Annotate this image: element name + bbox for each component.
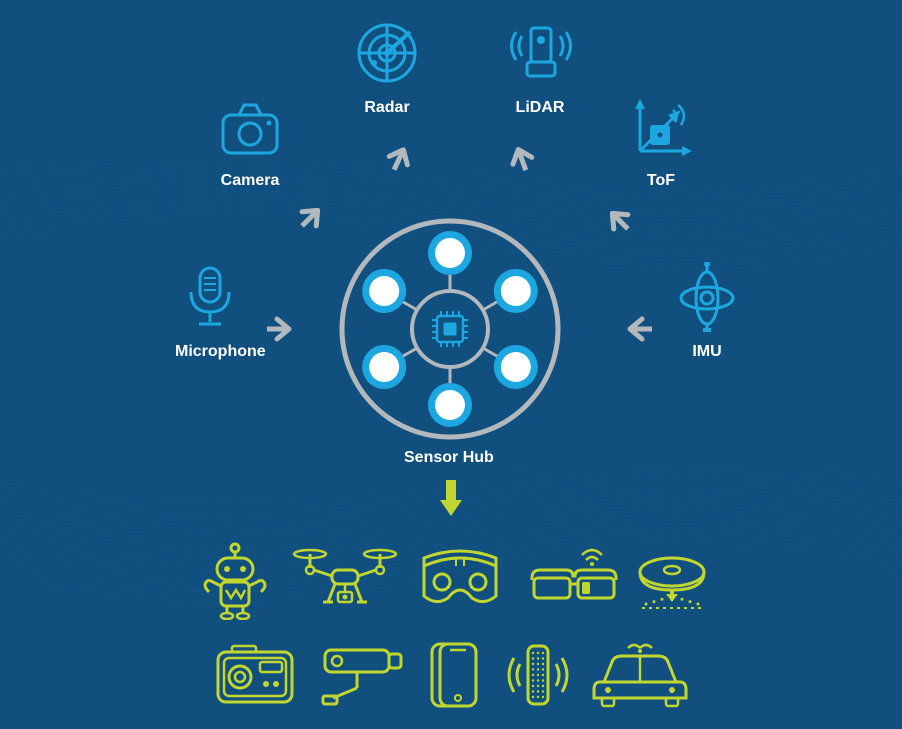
arrow-icon [263, 308, 297, 345]
security-camera-icon [315, 697, 410, 714]
imu-icon [672, 319, 742, 336]
sensor-lidar: LiDAR [505, 18, 575, 117]
sensor-label: ToF [626, 172, 696, 190]
app-smart-glasses [526, 540, 621, 625]
output-arrow-icon [438, 478, 464, 523]
smartphone-icon [426, 697, 486, 714]
tof-icon [626, 148, 696, 165]
sensor-label: Camera [215, 172, 285, 190]
app-drone [290, 540, 400, 625]
app-car [590, 640, 690, 715]
app-robot-vacuum [632, 540, 712, 625]
vr-headset-icon [410, 607, 510, 624]
smart-speaker-icon [498, 697, 578, 714]
robot-icon [195, 607, 275, 624]
car-icon [590, 697, 690, 714]
app-smart-speaker [498, 640, 578, 715]
lidar-icon [505, 75, 575, 92]
sensor-label: LiDAR [505, 99, 575, 117]
app-smartphone [426, 640, 486, 715]
action-camera-icon [210, 697, 300, 714]
sensor-label: IMU [672, 343, 742, 361]
arrow-icon [592, 196, 642, 246]
robot-vacuum-icon [632, 607, 712, 624]
sensor-label: Microphone [175, 343, 245, 361]
arrow-icon [496, 136, 542, 181]
microphone-icon [175, 319, 245, 336]
app-vr-headset [410, 540, 510, 625]
sensor-label: Radar [352, 99, 422, 117]
arrow-icon [622, 313, 656, 350]
app-security-camera [315, 640, 410, 715]
smart-glasses-icon [526, 607, 621, 624]
sensor-hub [336, 215, 564, 448]
radar-icon [352, 75, 422, 92]
sensor-microphone: Microphone [175, 262, 245, 361]
sensor-radar: Radar [352, 18, 422, 117]
arrow-icon [373, 134, 421, 180]
sensor-imu: IMU [672, 262, 742, 361]
sensor-tof: ToF [626, 95, 696, 190]
diagram-stage: Sensor Hub Radar LiDAR [0, 0, 902, 729]
camera-icon [215, 148, 285, 165]
app-robot [195, 540, 275, 625]
sensor-camera: Camera [215, 95, 285, 190]
drone-icon [290, 607, 400, 624]
arrow-icon [284, 190, 334, 240]
app-action-camera [210, 640, 300, 715]
sensor-hub-label: Sensor Hub [404, 449, 494, 467]
